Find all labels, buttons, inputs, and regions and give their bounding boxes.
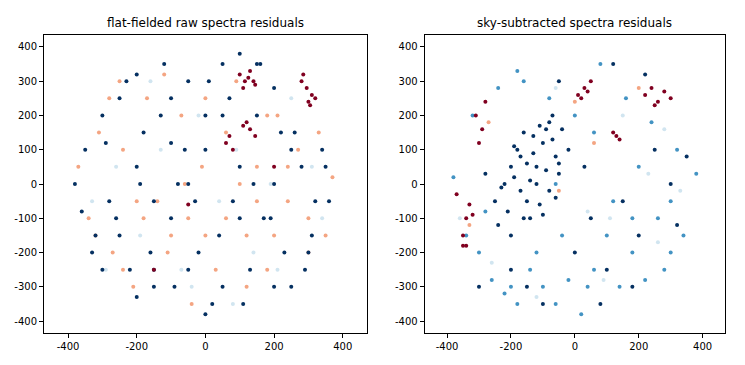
svg-text:-400: -400 — [436, 341, 459, 352]
svg-text:-400: -400 — [14, 316, 37, 327]
svg-text:300: 300 — [18, 76, 37, 87]
svg-text:200: 200 — [18, 110, 37, 121]
svg-text:0: 0 — [572, 341, 578, 352]
svg-text:400: 400 — [18, 41, 37, 52]
svg-text:-400: -400 — [395, 316, 418, 327]
svg-text:200: 200 — [629, 341, 648, 352]
svg-text:-400: -400 — [57, 341, 80, 352]
svg-text:200: 200 — [265, 341, 284, 352]
svg-text:-200: -200 — [125, 341, 148, 352]
svg-text:400: 400 — [693, 341, 712, 352]
svg-text:0: 0 — [31, 179, 37, 190]
svg-text:100: 100 — [399, 144, 418, 155]
svg-text:400: 400 — [333, 341, 352, 352]
svg-text:-200: -200 — [395, 247, 418, 258]
svg-text:-200: -200 — [14, 247, 37, 258]
svg-text:-200: -200 — [500, 341, 523, 352]
svg-text:100: 100 — [18, 144, 37, 155]
svg-text:300: 300 — [399, 76, 418, 87]
svg-text:200: 200 — [399, 110, 418, 121]
svg-text:400: 400 — [399, 41, 418, 52]
svg-text:0: 0 — [411, 179, 417, 190]
svg-text:-300: -300 — [395, 281, 418, 292]
svg-text:-300: -300 — [14, 281, 37, 292]
svg-text:-100: -100 — [395, 213, 418, 224]
svg-text:-100: -100 — [14, 213, 37, 224]
svg-text:sky-subtracted spectra residua: sky-subtracted spectra residuals — [477, 16, 672, 30]
svg-text:flat-fielded raw spectra resid: flat-fielded raw spectra residuals — [107, 16, 304, 30]
svg-text:0: 0 — [202, 341, 208, 352]
